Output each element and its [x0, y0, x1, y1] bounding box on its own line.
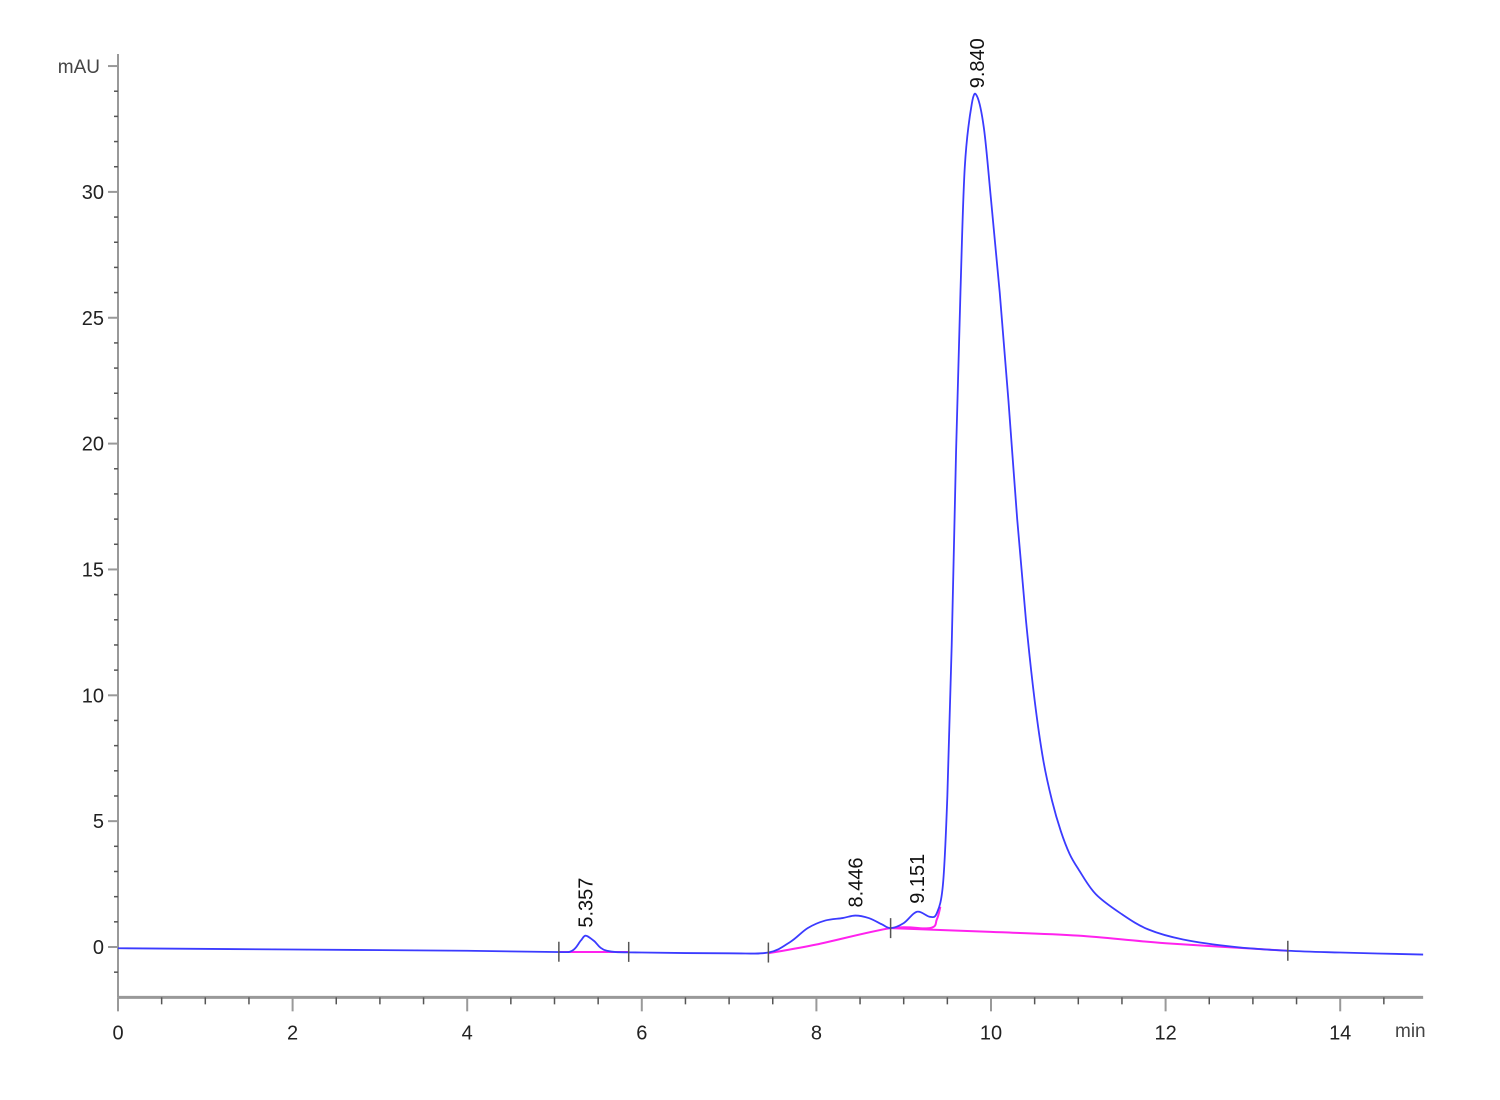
x-tick-label: 8 [811, 1022, 822, 1044]
x-tick-label: 14 [1329, 1022, 1351, 1044]
y-tick-label: 5 [93, 811, 104, 833]
integration-baseline [890, 927, 1288, 952]
axes: 0 5 10 15 20 25 30 0 2 4 6 8 10 12 14 [82, 54, 1424, 1044]
peak-label: 9.151 [907, 854, 929, 904]
traces [117, 92, 1424, 963]
peak-label: 9.840 [967, 38, 989, 88]
peak-label: 5.357 [576, 878, 598, 928]
signal-trace [117, 92, 1424, 956]
x-axis-label: min [1395, 1021, 1426, 1042]
y-axis-label: mAU [58, 57, 100, 78]
x-tick-label: 10 [980, 1022, 1002, 1044]
y-tick-label: 25 [82, 308, 104, 330]
x-tick-label: 0 [112, 1022, 123, 1044]
y-tick-label: 30 [82, 182, 104, 204]
x-tick-label: 6 [636, 1022, 647, 1044]
peak-label: 8.446 [845, 857, 867, 907]
peak-labels: 5.357 8.446 9.151 9.840 [576, 38, 989, 927]
y-tick-label: 20 [82, 434, 104, 456]
x-tick-label: 2 [287, 1022, 298, 1044]
x-tick-label: 12 [1154, 1022, 1176, 1044]
y-tick-label: 15 [82, 559, 104, 581]
y-tick-label: 10 [82, 685, 104, 707]
y-tick-label: 0 [93, 937, 104, 959]
x-tick-label: 4 [462, 1022, 473, 1044]
integration-baseline [768, 906, 942, 955]
